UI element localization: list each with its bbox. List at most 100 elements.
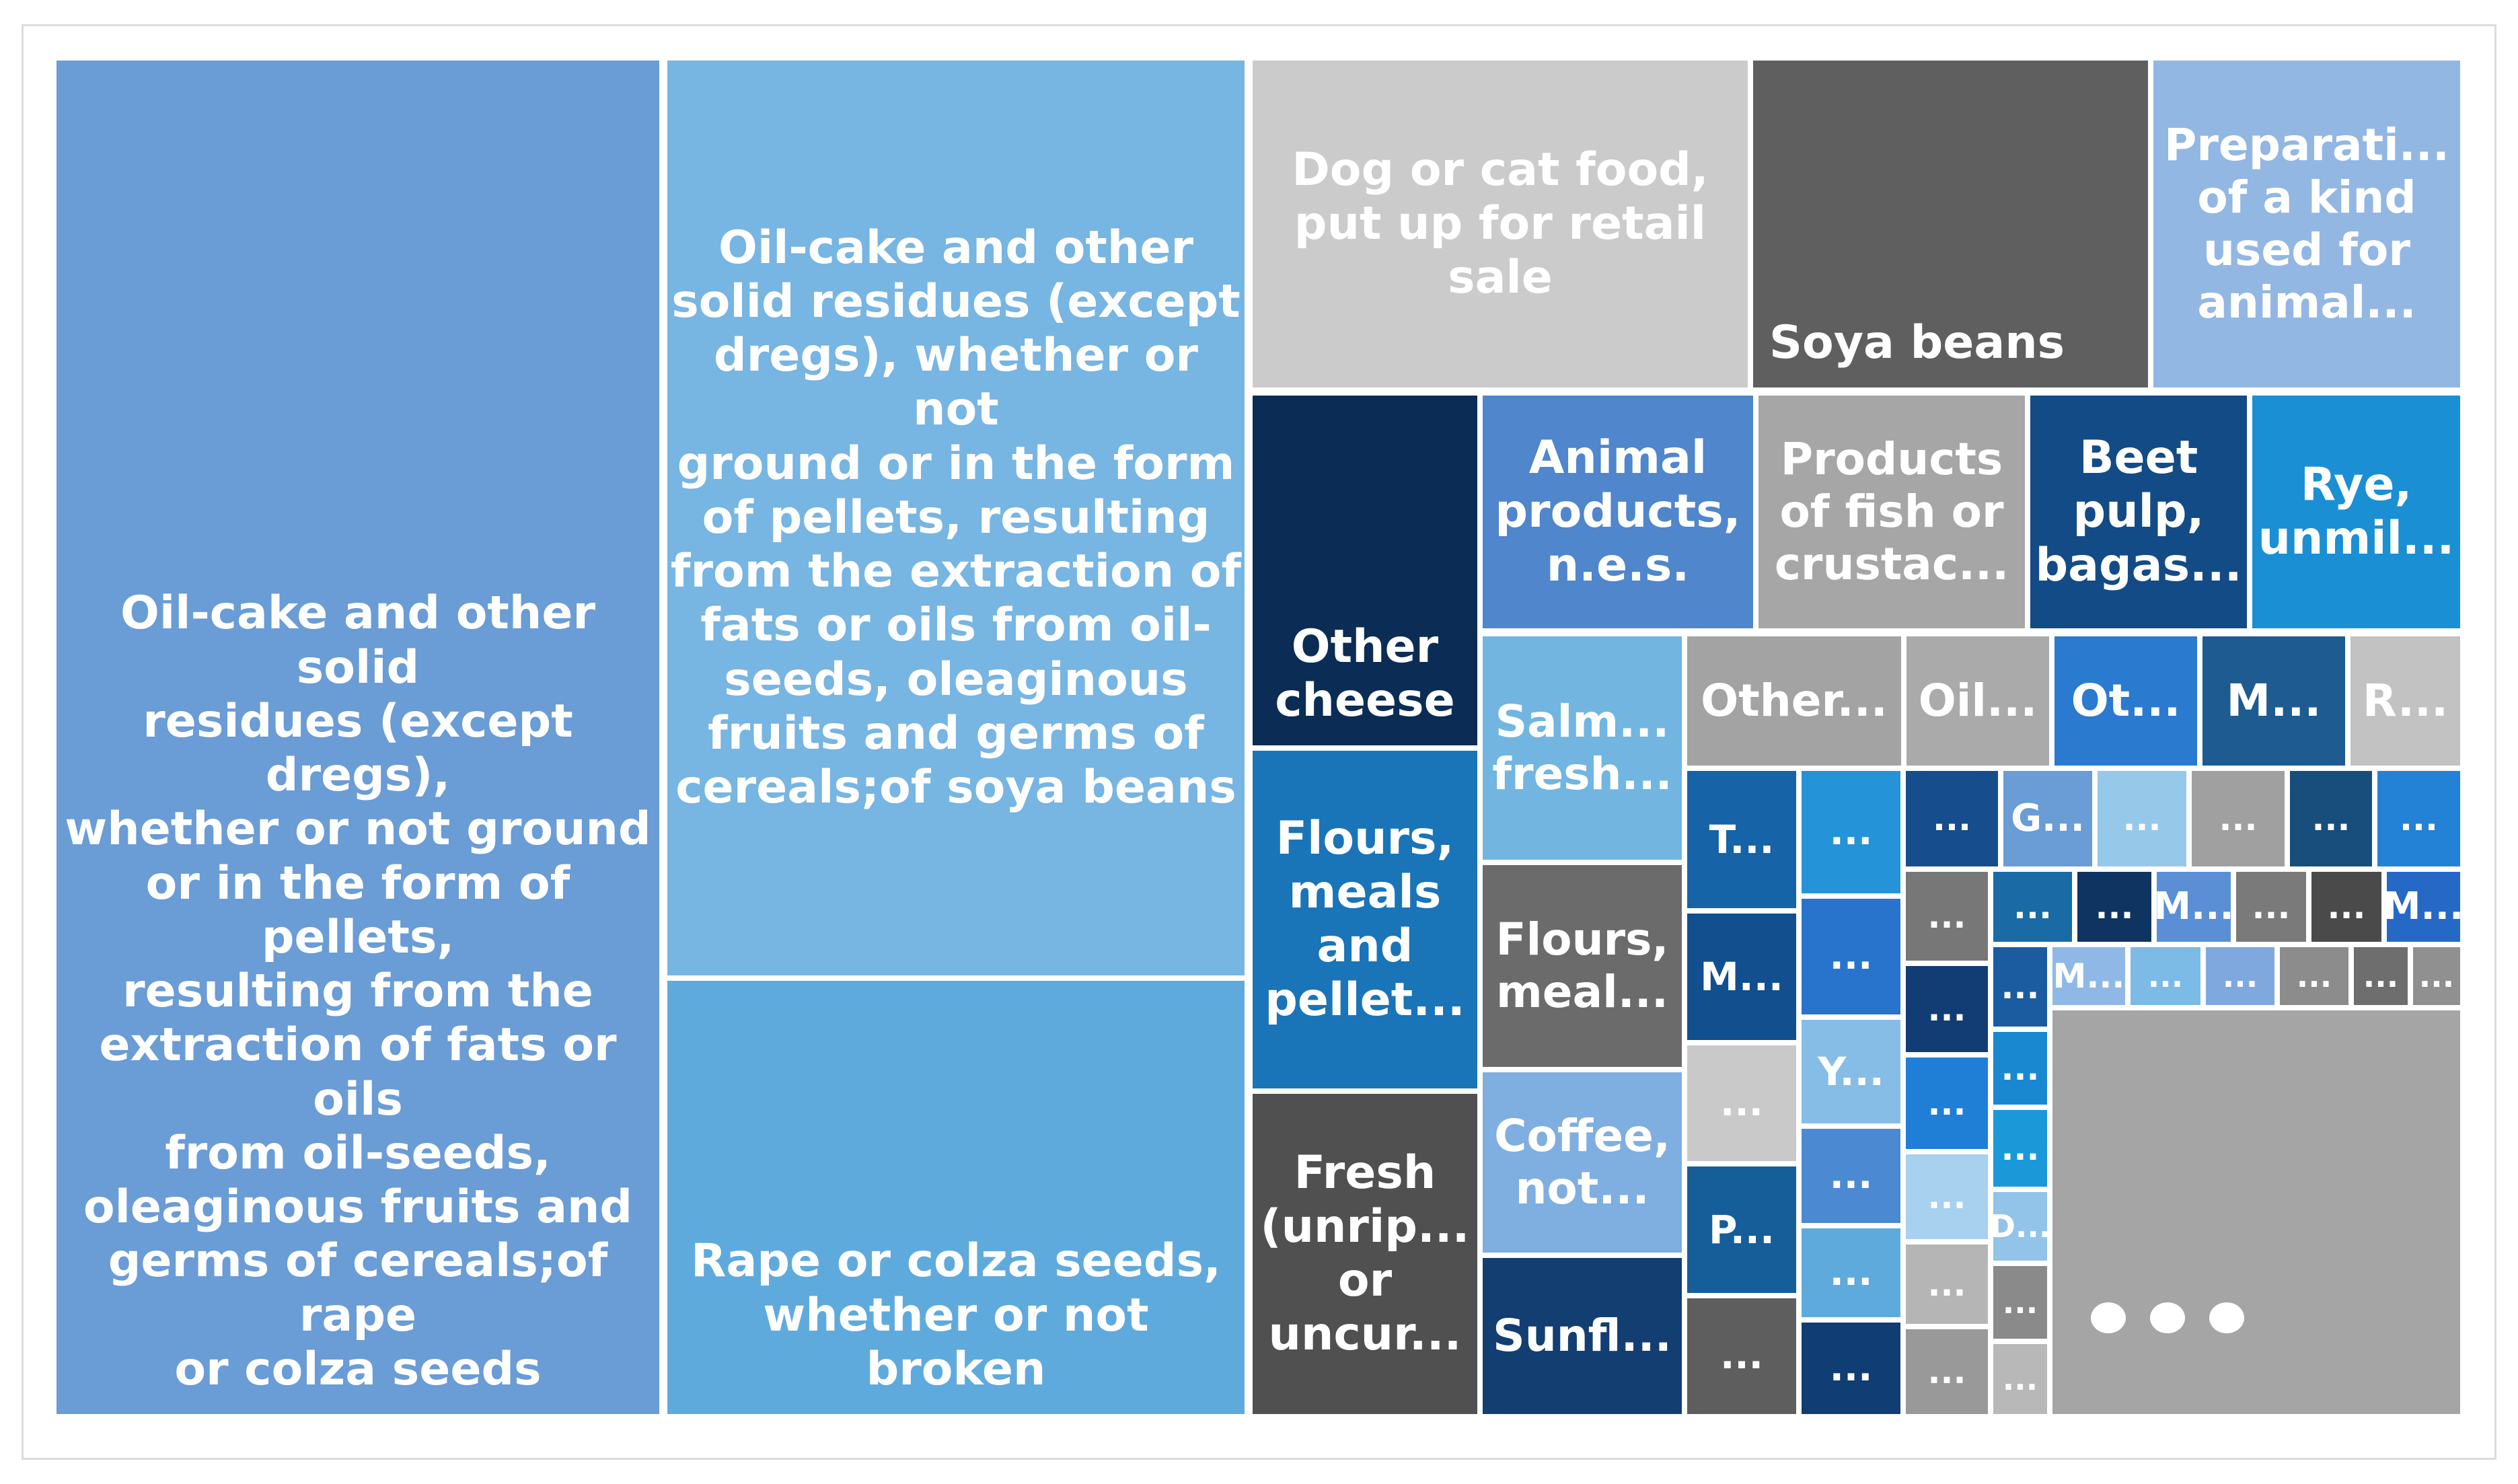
treemap-tile-11[interactable]: Rye, unmil... (2250, 393, 2463, 631)
treemap-tile-59[interactable]: ... (1991, 1107, 2050, 1189)
treemap-tile-30[interactable]: P... (1684, 1164, 1799, 1296)
treemap-tile-33[interactable]: ... (1799, 1320, 1903, 1417)
treemap-tile-62[interactable]: ... (1991, 1263, 2050, 1341)
treemap-tile-label: Other... (1701, 675, 1888, 727)
treemap-tile-label: ... (1720, 1333, 1763, 1378)
treemap-tile-52[interactable]: ... (2277, 944, 2351, 1008)
treemap-tile-label: D... (1991, 1208, 2050, 1245)
treemap-tile-51[interactable]: ... (2203, 944, 2277, 1008)
treemap-tile-27[interactable]: ... (1684, 1043, 1799, 1164)
treemap-tile-56[interactable]: ... (1903, 1152, 1991, 1242)
treemap-tile-label: Beet pulp, bagas... (2035, 431, 2242, 593)
treemap-tile-3[interactable]: Rape or colza seeds, whether or not brok… (665, 978, 1247, 1417)
more-dot (2091, 1302, 2126, 1333)
treemap-tile-45[interactable]: ... (2309, 869, 2384, 944)
treemap-tile-label: ... (2219, 799, 2258, 838)
treemap-tile-label: ... (1927, 1177, 1966, 1216)
treemap-tile-63[interactable]: ... (1991, 1341, 2050, 1417)
treemap-tile-32[interactable]: ... (1684, 1296, 1799, 1417)
treemap-tile-54[interactable]: ... (2410, 944, 2463, 1008)
treemap-tile-58[interactable]: ... (1991, 1029, 2050, 1107)
treemap-tile-5[interactable]: Soya beans (1750, 58, 2151, 390)
treemap-tile-label: Sunfl... (1493, 1310, 1672, 1362)
treemap-tile-25[interactable]: M... (1684, 911, 1799, 1043)
treemap-tile-label: ... (2013, 887, 2052, 926)
more-indicator[interactable] (2091, 1302, 2252, 1343)
treemap-tile-21[interactable]: Fresh (unrip... or uncur... (1250, 1091, 1480, 1417)
treemap-tile-label: Products of fish or crustac... (1774, 433, 2009, 590)
treemap-tile-label: Other cheese (1275, 620, 1455, 727)
treemap-tile-35[interactable]: G... (2001, 768, 2095, 869)
treemap-tile-label: Ot... (2071, 675, 2181, 727)
treemap-tile-label: ... (2222, 957, 2258, 994)
treemap-tile-label: ... (2002, 1360, 2038, 1397)
treemap-tile-26[interactable]: ... (1799, 896, 1903, 1017)
treemap-tile-43[interactable]: M... (2154, 869, 2233, 944)
treemap-tile-label: ... (2311, 799, 2350, 838)
treemap-tile-31[interactable]: ... (1799, 1226, 1903, 1320)
treemap-tile-49[interactable]: M... (2050, 944, 2128, 1008)
treemap-tile-label: Coffee, not... (1494, 1110, 1670, 1214)
treemap-tile-24[interactable]: ... (1799, 768, 1903, 896)
treemap-tile-7[interactable]: Other cheese (1250, 393, 1480, 748)
treemap-tile-38[interactable]: ... (2287, 768, 2375, 869)
treemap-tile-label: ... (1829, 1345, 1873, 1390)
treemap-tile-16[interactable]: M... (2200, 634, 2348, 768)
treemap-tile-label: ... (1829, 1153, 1873, 1197)
treemap-tile-40[interactable]: ... (1903, 869, 1991, 963)
treemap-tile-55[interactable]: ... (1903, 1055, 1991, 1152)
treemap-tile-37[interactable]: ... (2189, 768, 2287, 869)
treemap-tile-label: ... (1720, 1080, 1763, 1125)
treemap-tile-8[interactable]: Animal products, n.e.s. (1480, 393, 1756, 631)
treemap-tile-label: Flours, meals and pellet... (1265, 811, 1465, 1027)
treemap-tile-18[interactable]: Flours, meals and pellet... (1250, 748, 1480, 1091)
treemap-tile-41[interactable]: ... (1991, 869, 2075, 944)
treemap-tile-44[interactable]: ... (2233, 869, 2309, 944)
treemap-tile-57[interactable]: ... (1903, 1242, 1991, 1327)
treemap-tile-39[interactable]: ... (2375, 768, 2463, 869)
treemap-tile-9[interactable]: Products of fish or crustac... (1756, 393, 2028, 631)
treemap-tile-48[interactable]: ... (1903, 963, 1991, 1055)
treemap-tile-label: ... (2327, 887, 2366, 926)
treemap-tile-6[interactable]: Preparati... of a kind used for animal..… (2151, 58, 2463, 390)
treemap-tile-36[interactable]: ... (2095, 768, 2189, 869)
treemap-tile-47[interactable]: ... (1991, 944, 2050, 1029)
treemap-tile-label: Oil-cake and other solid residues (excep… (65, 587, 651, 1396)
treemap-tile-label: Salm... fresh... (1492, 696, 1672, 800)
treemap-tile-34[interactable]: ... (1903, 768, 2001, 869)
treemap-tile-label: G... (2011, 796, 2085, 840)
treemap-tile-17[interactable]: R... (2348, 634, 2463, 768)
treemap-tile-14[interactable]: Oil... (1904, 634, 2052, 768)
treemap-tile-46[interactable]: M... (2384, 869, 2463, 944)
treemap-tile-23[interactable]: T... (1684, 768, 1799, 911)
treemap-tile-28[interactable]: Y... (1799, 1017, 1903, 1126)
treemap-tile-61[interactable]: D... (1991, 1189, 2050, 1263)
more-dot (2150, 1302, 2185, 1333)
treemap-tile-60[interactable]: ... (1903, 1327, 1991, 1417)
treemap-tile-label: ... (1927, 1351, 1966, 1391)
treemap-tile-4[interactable]: Dog or cat food, put up for retail sale (1250, 58, 1750, 390)
treemap-tile-label: M... (2052, 956, 2125, 996)
treemap-tile-label: Y... (1818, 1048, 1884, 1095)
treemap-tile-66[interactable] (2050, 1008, 2463, 1417)
treemap-tile-label: Dog or cat food, put up for retail sale (1292, 143, 1709, 305)
treemap-tile-20[interactable]: Coffee, not... (1480, 1070, 1684, 1255)
treemap-tile-label: ... (1829, 934, 1873, 978)
treemap-tile-29[interactable]: ... (1799, 1126, 1903, 1226)
treemap-tile-15[interactable]: Ot... (2052, 634, 2200, 768)
treemap-tile-19[interactable]: Flours, meal... (1480, 862, 1684, 1070)
treemap-tile-1[interactable]: Oil-cake and other solid residues (excep… (54, 58, 662, 1417)
treemap-tile-53[interactable]: ... (2351, 944, 2410, 1008)
treemap-tile-42[interactable]: ... (2075, 869, 2154, 944)
treemap-tile-50[interactable]: ... (2128, 944, 2203, 1008)
treemap-tile-12[interactable]: Salm... fresh... (1480, 634, 1684, 862)
treemap-tile-label: M... (1700, 953, 1783, 1000)
treemap-tile-22[interactable]: Sunfl... (1480, 1255, 1684, 1417)
treemap-tile-10[interactable]: Beet pulp, bagas... (2028, 393, 2250, 631)
treemap-tile-13[interactable]: Other... (1684, 634, 1904, 768)
treemap-tile-2[interactable]: Oil-cake and other solid residues (excep… (665, 58, 1247, 978)
treemap-tile-label: ... (1927, 1264, 1966, 1304)
treemap-tile-label: ... (2001, 1048, 2040, 1088)
treemap-tile-label: R... (2362, 675, 2449, 727)
treemap-tile-label: Fresh (unrip... or uncur... (1260, 1146, 1470, 1362)
